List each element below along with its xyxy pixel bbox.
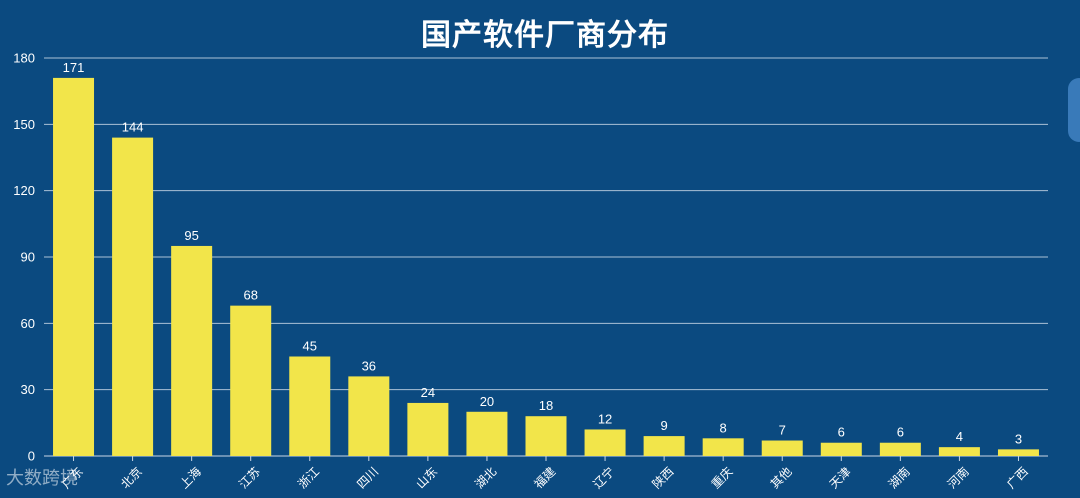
x-tick-label: 福建 [531, 464, 559, 492]
x-tick-label: 辽宁 [590, 464, 618, 492]
bar [289, 356, 331, 456]
x-tick-label: 陕西 [649, 464, 677, 492]
data-label: 171 [63, 60, 85, 75]
x-tick-label: 重庆 [709, 464, 736, 491]
bar [53, 77, 95, 457]
x-tick-label: 北京 [118, 464, 145, 491]
chart-title: 国产软件厂商分布 [421, 18, 669, 53]
y-tick-label: 30 [21, 382, 35, 397]
side-handle[interactable] [1068, 78, 1080, 142]
bar [997, 449, 1039, 456]
bar [938, 447, 980, 456]
y-tick-label: 150 [13, 117, 35, 132]
watermark: 大数跨境 [6, 468, 78, 489]
y-tick-label: 90 [21, 250, 35, 265]
data-label: 24 [421, 385, 435, 400]
x-tick-label: 广西 [1004, 464, 1031, 491]
data-label: 45 [303, 339, 317, 354]
data-label: 8 [720, 420, 727, 435]
y-tick-label: 0 [28, 449, 35, 464]
bar [584, 429, 626, 456]
bar [171, 245, 213, 456]
bar [407, 402, 449, 456]
x-tick-label: 四川 [354, 464, 381, 491]
data-label: 18 [539, 398, 553, 413]
data-label: 4 [956, 429, 963, 444]
data-label: 20 [480, 394, 494, 409]
x-tick-label: 湖北 [472, 464, 500, 492]
bar [702, 438, 744, 456]
data-label: 36 [362, 358, 376, 373]
x-tick-label: 湖南 [885, 464, 913, 492]
data-label: 12 [598, 411, 612, 426]
x-tick-label: 上海 [176, 464, 204, 492]
x-tick-label: 河南 [944, 464, 972, 492]
y-tick-label: 60 [21, 316, 35, 331]
data-label: 68 [243, 288, 257, 303]
bar [643, 436, 685, 456]
bar [466, 411, 508, 456]
bar [348, 376, 390, 456]
bar [879, 442, 921, 456]
x-tick-label: 山东 [413, 464, 440, 491]
x-tick-label: 江苏 [236, 464, 263, 491]
data-label: 144 [122, 120, 144, 135]
bar [112, 137, 154, 456]
x-tick-label: 天津 [827, 464, 854, 491]
data-label: 6 [838, 425, 845, 440]
y-tick-label: 180 [13, 51, 35, 66]
y-tick-label: 120 [13, 183, 35, 198]
data-label: 9 [661, 418, 668, 433]
bar [230, 305, 272, 456]
data-label: 3 [1015, 431, 1022, 446]
x-tick-label: 浙江 [295, 464, 322, 491]
data-label: 6 [897, 425, 904, 440]
bar [525, 416, 567, 456]
bar [761, 440, 803, 456]
data-label: 7 [779, 423, 786, 438]
data-label: 95 [184, 228, 198, 243]
x-tick-label: 其他 [768, 464, 795, 491]
bar [820, 442, 862, 456]
